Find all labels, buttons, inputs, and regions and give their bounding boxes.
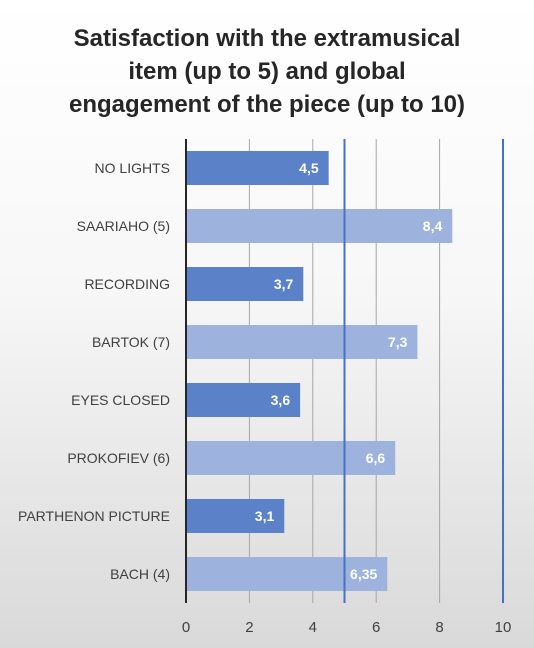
data-label: 3,7 <box>274 276 294 292</box>
data-label: 3,6 <box>271 392 291 408</box>
bar <box>186 441 396 475</box>
bar <box>186 209 453 243</box>
x-tick-label: 4 <box>309 619 317 636</box>
bar <box>186 325 418 359</box>
bar <box>186 383 301 417</box>
data-label: 6,35 <box>350 566 377 582</box>
category-label: EYES CLOSED <box>71 392 170 408</box>
data-label: 8,4 <box>423 218 443 234</box>
x-tick-label: 10 <box>495 619 512 636</box>
category-label: PARTHENON PICTURE <box>18 508 170 524</box>
category-label: BACH (4) <box>110 566 170 582</box>
category-label: NO LIGHTS <box>95 160 170 176</box>
data-label: 7,3 <box>388 334 408 350</box>
category-label: BARTOK (7) <box>92 334 170 350</box>
bar <box>186 267 304 301</box>
x-tick-label: 2 <box>245 619 253 636</box>
x-tick-label: 8 <box>435 619 443 636</box>
bar <box>186 557 388 591</box>
category-label: SAARIAHO (5) <box>77 218 170 234</box>
chart-title: Satisfaction with the extramusical item … <box>68 25 466 118</box>
bar <box>186 151 329 185</box>
bar <box>186 499 285 533</box>
data-label: 4,5 <box>299 160 319 176</box>
data-label: 6,6 <box>366 450 386 466</box>
x-tick-label: 0 <box>182 619 190 636</box>
data-label: 3,1 <box>255 508 275 524</box>
x-tick-label: 6 <box>372 619 380 636</box>
category-label: RECORDING <box>84 276 170 292</box>
category-label: PROKOFIEV (6) <box>67 450 170 466</box>
